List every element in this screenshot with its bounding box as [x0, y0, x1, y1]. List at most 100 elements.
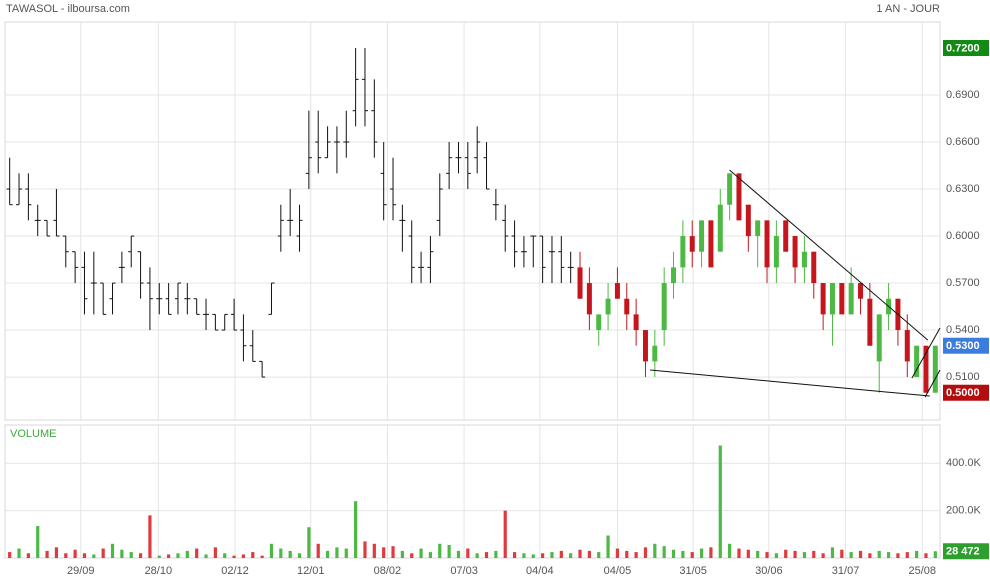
candle-body	[624, 298, 630, 315]
candle-body	[614, 283, 620, 299]
volume-bar	[877, 550, 881, 558]
volume-bar	[260, 555, 264, 558]
y-tick-label: 0.6300	[946, 183, 980, 195]
volume-bar	[690, 552, 694, 558]
candle-body	[745, 204, 751, 237]
volume-bar	[54, 547, 59, 558]
volume-bar	[830, 547, 835, 558]
value-marker	[943, 337, 989, 354]
candle-body	[661, 283, 667, 331]
value-marker-label: 0.7200	[946, 42, 980, 54]
candle-body	[633, 314, 639, 331]
volume-bar	[802, 552, 807, 558]
volume-bar	[522, 553, 526, 558]
candle-body	[708, 220, 714, 268]
volume-bar	[26, 553, 30, 558]
volume-bar	[456, 550, 461, 558]
trend-line	[729, 169, 929, 341]
volume-bar	[653, 543, 657, 558]
x-tick-label: 28/10	[145, 565, 173, 577]
volume-bar	[615, 548, 620, 558]
volume-bar	[718, 445, 722, 558]
candle-body	[820, 283, 826, 315]
trend-line	[924, 369, 941, 398]
volume-bar	[681, 550, 685, 558]
volume-bar	[484, 552, 489, 558]
volume-bar	[176, 553, 180, 558]
volume-bar	[671, 549, 676, 558]
volume-bar	[643, 547, 648, 558]
volume-bar	[410, 553, 414, 558]
volume-bar	[896, 553, 900, 558]
volume-bar	[316, 543, 320, 558]
volume-bar	[251, 552, 255, 558]
volume-bar	[241, 554, 246, 558]
volume-bar	[17, 548, 21, 558]
candle-body	[727, 173, 733, 205]
candle-body	[829, 283, 835, 315]
y-tick-label: 400.0K	[946, 457, 982, 469]
candle-body	[839, 283, 845, 315]
volume-bar	[120, 549, 124, 558]
candle-body	[642, 330, 648, 362]
volume-bar	[204, 554, 208, 558]
candle-body	[671, 267, 677, 284]
candle-body	[773, 236, 779, 268]
volume-bar	[382, 547, 386, 558]
value-marker-label: 0.5000	[946, 387, 980, 399]
volume-bar	[886, 552, 891, 558]
volume-bar	[138, 553, 143, 558]
y-tick-label: 0.5400	[946, 324, 980, 336]
volume-bar	[195, 548, 199, 558]
x-tick-label: 04/04	[526, 565, 554, 577]
x-tick-label: 07/03	[450, 565, 478, 577]
x-tick-label: 04/05	[604, 565, 632, 577]
candle-body	[717, 204, 723, 252]
x-tick-label: 30/06	[755, 565, 783, 577]
volume-bar	[868, 553, 872, 558]
x-tick-label: 31/07	[832, 565, 860, 577]
volume-bar	[344, 548, 348, 558]
volume-bar	[774, 553, 778, 558]
volume-bar	[391, 546, 395, 558]
volume-bar	[512, 552, 517, 558]
volume-title: VOLUME	[10, 428, 56, 440]
volume-bar	[372, 543, 376, 558]
x-tick-label: 12/01	[297, 565, 325, 577]
volume-bar	[438, 543, 442, 558]
volume-bar	[36, 526, 40, 558]
volume-bar	[73, 549, 77, 558]
candle-body	[680, 236, 686, 268]
volume-bar	[924, 553, 928, 558]
candle-body	[699, 220, 705, 252]
volume-bar	[784, 549, 788, 558]
volume-bar	[587, 550, 591, 558]
value-marker	[943, 543, 989, 560]
volume-bar	[129, 552, 133, 558]
candle-body	[689, 236, 695, 252]
candle-body	[755, 220, 761, 237]
candle-body	[783, 220, 789, 252]
volume-bar	[223, 553, 227, 558]
price-frame	[4, 21, 941, 421]
candle-body	[867, 298, 873, 346]
volume-bar	[232, 555, 236, 558]
volume-bar	[288, 550, 292, 558]
chart-subtitle: 1 AN - JOUR	[876, 3, 940, 15]
volume-bar	[858, 550, 863, 558]
volume-bar	[148, 515, 152, 558]
volume-bar	[634, 552, 638, 558]
candle-body	[801, 251, 807, 268]
volume-bar	[185, 550, 189, 558]
volume-bar	[550, 552, 554, 558]
trend-line	[911, 327, 941, 379]
volume-bar	[45, 550, 49, 558]
y-tick-label: 200.0K	[946, 505, 982, 517]
candle-body	[876, 314, 882, 362]
volume-bar	[475, 553, 479, 558]
y-tick-label: 0.6600	[946, 136, 980, 148]
volume-bar	[793, 550, 797, 558]
volume-bar	[354, 501, 358, 558]
volume-bar	[737, 548, 741, 558]
